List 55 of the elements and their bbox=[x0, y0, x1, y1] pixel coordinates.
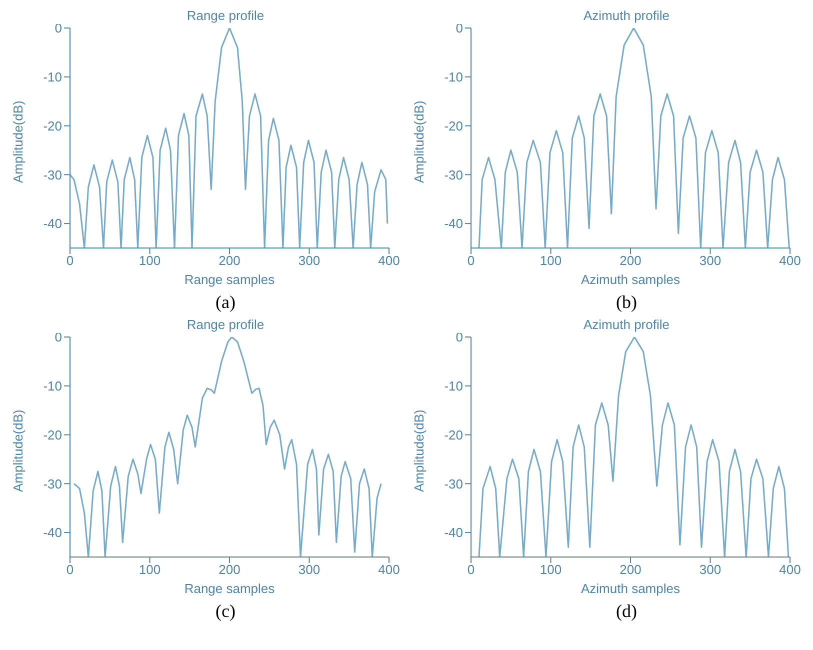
text: (d) bbox=[616, 601, 637, 622]
x-tick-label: 0 bbox=[66, 253, 74, 268]
y-tick-label: -20 bbox=[43, 118, 62, 134]
y-tick-label: -20 bbox=[43, 427, 62, 442]
x-axis-title: Range samples bbox=[184, 272, 276, 287]
x-tick-label: 400 bbox=[779, 562, 801, 578]
x-axis-title: Azimuth samples bbox=[581, 272, 680, 287]
line-series bbox=[478, 28, 790, 248]
x-tick-label: 0 bbox=[467, 253, 475, 268]
x-tick-label: 200 bbox=[218, 253, 240, 268]
y-tick-label: -40 bbox=[43, 525, 62, 540]
x-tick-label: 0 bbox=[66, 562, 74, 578]
line-series bbox=[478, 337, 790, 557]
x-axis-title: Range samples bbox=[184, 581, 276, 596]
y-axis-title: Amplitude(dB) bbox=[10, 410, 26, 492]
y-tick-label: -30 bbox=[444, 476, 463, 492]
x-tick-label: 100 bbox=[540, 562, 562, 578]
x-tick-label: 100 bbox=[138, 562, 161, 578]
x-axis-title: Azimuth samples bbox=[581, 581, 680, 596]
x-tick-label: 200 bbox=[218, 562, 240, 578]
x-tick-label: 200 bbox=[620, 253, 642, 268]
y-tick-label: -10 bbox=[444, 378, 463, 394]
y-tick-label: -20 bbox=[444, 427, 463, 442]
line-series bbox=[73, 337, 382, 557]
y-tick-label: -30 bbox=[444, 167, 463, 182]
x-tick-label: 100 bbox=[138, 253, 161, 268]
y-tick-label: -40 bbox=[444, 216, 463, 232]
y-tick-label: -10 bbox=[444, 70, 463, 85]
x-tick-label: 300 bbox=[298, 562, 320, 578]
x-tick-label: 300 bbox=[699, 253, 722, 268]
chart-title: Azimuth profile bbox=[584, 8, 670, 24]
text: (c) bbox=[216, 601, 236, 622]
x-tick-label: 200 bbox=[620, 562, 642, 578]
text: (a) bbox=[216, 292, 236, 313]
y-tick-label: -30 bbox=[43, 167, 62, 182]
y-axis-title: Amplitude(dB) bbox=[10, 100, 26, 183]
x-tick-label: 400 bbox=[378, 562, 400, 578]
chart-title: Azimuth profile bbox=[584, 317, 670, 333]
y-axis-title: Amplitude(dB) bbox=[412, 410, 427, 492]
x-tick-label: 300 bbox=[298, 253, 320, 268]
x-tick-label: 0 bbox=[467, 562, 475, 578]
chart-title: Range profile bbox=[186, 8, 264, 24]
y-axis-title: Amplitude(dB) bbox=[412, 100, 427, 183]
y-tick-label: -10 bbox=[43, 70, 62, 85]
x-tick-label: 300 bbox=[699, 562, 722, 578]
y-tick-label: -40 bbox=[444, 525, 463, 540]
y-tick-label: -20 bbox=[444, 118, 463, 134]
x-tick-label: 400 bbox=[779, 253, 801, 268]
text: (b) bbox=[616, 292, 637, 313]
x-tick-label: 100 bbox=[540, 253, 562, 268]
y-tick-label: -10 bbox=[43, 378, 62, 394]
y-tick-label: -40 bbox=[43, 216, 62, 232]
y-tick-label: -30 bbox=[43, 476, 62, 492]
chart-title: Range profile bbox=[186, 317, 264, 333]
x-tick-label: 400 bbox=[378, 253, 400, 268]
